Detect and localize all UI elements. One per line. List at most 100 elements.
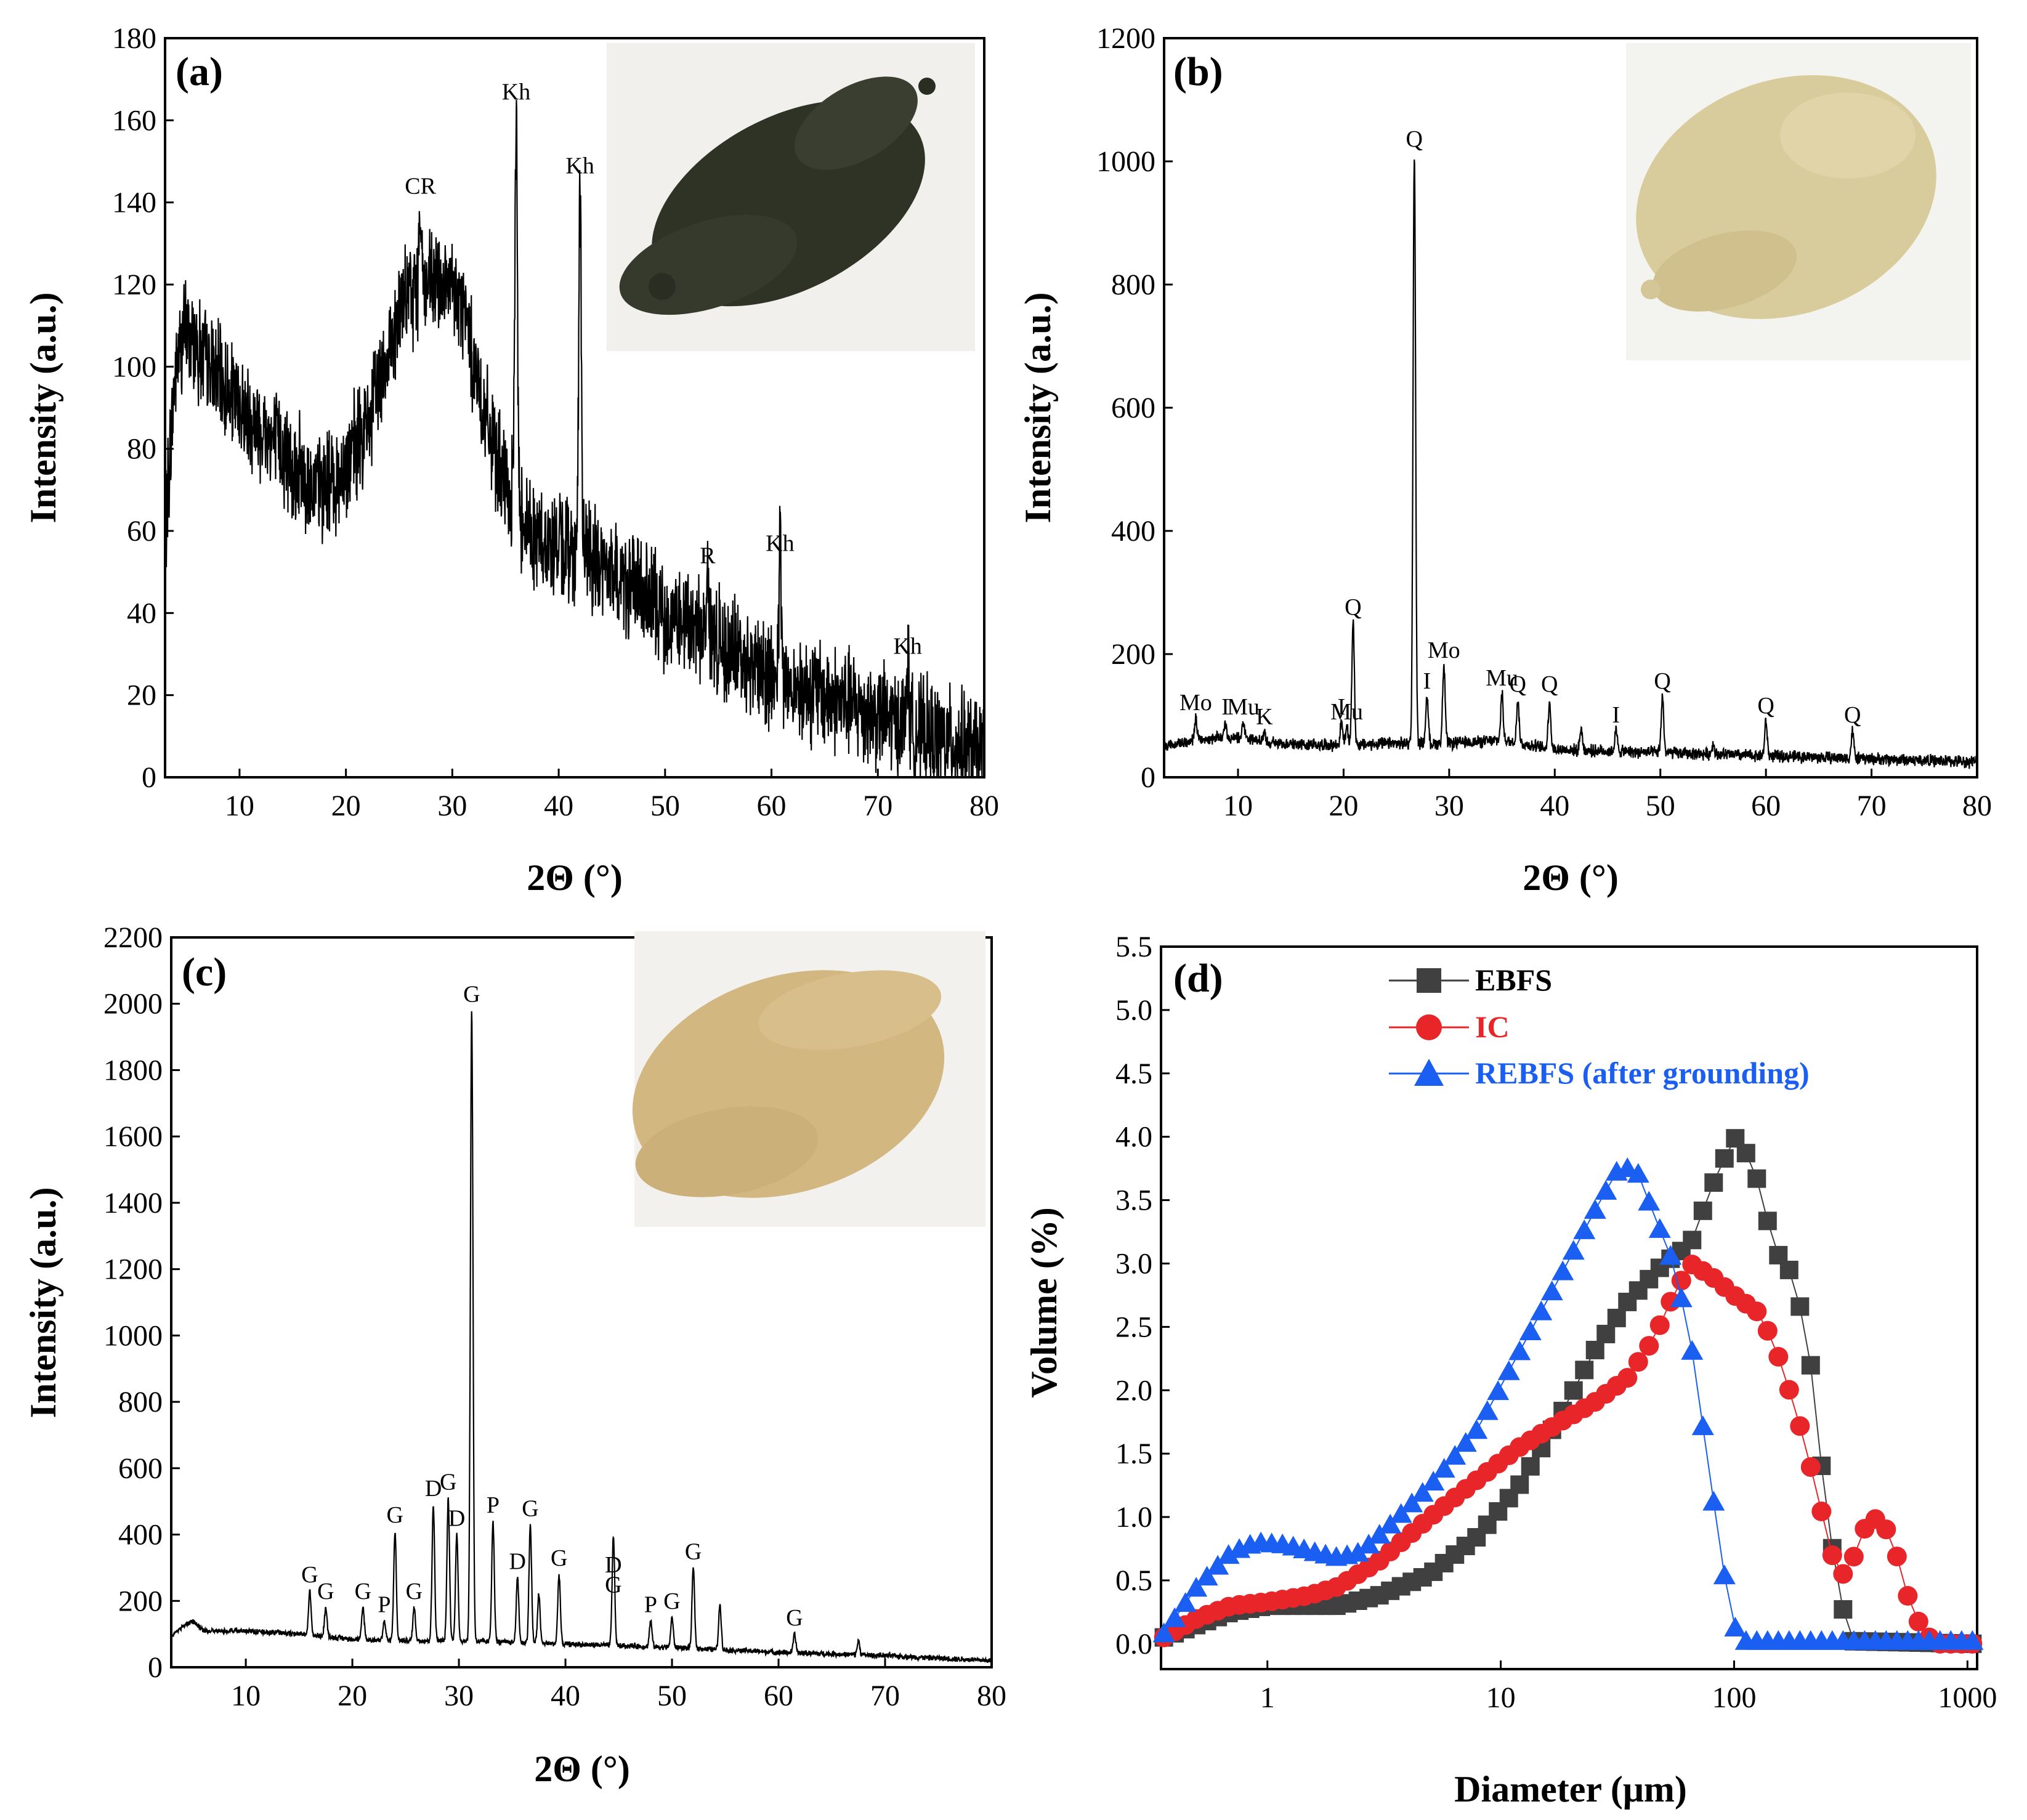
data-point-ic xyxy=(1833,1564,1853,1584)
data-point-rebfs xyxy=(1444,1445,1467,1465)
x-tick-label: 20 xyxy=(338,1680,367,1712)
data-point-rebfs xyxy=(1519,1320,1542,1340)
x-axis-title-b: 2Θ (°) xyxy=(1523,857,1619,898)
data-point-rebfs xyxy=(1454,1432,1477,1452)
x-tick-label: 60 xyxy=(757,790,787,822)
data-point-ebfs xyxy=(1683,1231,1702,1250)
x-tick-label: 50 xyxy=(650,790,680,822)
peak-label: I xyxy=(1338,694,1346,720)
y-tick-label: 2.5 xyxy=(1115,1311,1152,1343)
data-point-rebfs xyxy=(1217,1544,1240,1564)
peak-label: G xyxy=(685,1539,702,1564)
y-tick-label: 60 xyxy=(127,515,156,548)
x-tick-label: 80 xyxy=(1962,790,1992,822)
data-point-rebfs xyxy=(1411,1482,1434,1502)
xrd-pattern-b xyxy=(1163,160,1978,769)
panel-label-d: (d) xyxy=(1173,956,1223,1001)
peak-label: D xyxy=(425,1476,442,1502)
y-tick-label: 800 xyxy=(118,1386,163,1418)
data-point-ic xyxy=(1887,1547,1907,1567)
y-tick-label: 180 xyxy=(112,22,156,55)
data-point-ebfs xyxy=(1779,1260,1798,1279)
peak-label: G xyxy=(786,1605,803,1631)
data-point-rebfs xyxy=(1422,1471,1445,1491)
data-point-ic xyxy=(1768,1346,1789,1367)
data-point-ic xyxy=(1898,1586,1918,1606)
peak-label: Q xyxy=(1345,594,1361,620)
peak-label: P xyxy=(644,1592,657,1618)
y-tick-label: 1000 xyxy=(103,1319,163,1352)
peak-label: G xyxy=(522,1495,538,1521)
data-point-rebfs xyxy=(1540,1280,1563,1301)
peak-label: G xyxy=(355,1579,371,1604)
y-tick-label: 3.0 xyxy=(1115,1247,1152,1280)
legend-d: EBFS IC REBFS (after grounding) xyxy=(1389,963,1810,1090)
data-point-ebfs xyxy=(1704,1173,1723,1192)
y-tick-label: 600 xyxy=(118,1452,163,1485)
data-point-ic xyxy=(1671,1271,1691,1291)
data-point-rebfs xyxy=(1530,1300,1553,1321)
data-point-ic xyxy=(1628,1352,1648,1372)
data-point-rebfs xyxy=(1584,1199,1606,1219)
y-tick-label: 160 xyxy=(112,104,156,137)
data-point-ebfs xyxy=(1575,1361,1594,1380)
x-tick-label: 70 xyxy=(1857,790,1887,822)
legend-marker-ic xyxy=(1416,1014,1442,1040)
data-point-rebfs xyxy=(1390,1503,1412,1523)
x-tick-label: 30 xyxy=(437,790,467,822)
data-point-ebfs xyxy=(1801,1356,1820,1375)
data-point-ic xyxy=(1811,1502,1832,1522)
data-point-ic xyxy=(1747,1301,1767,1322)
plot-frame-a xyxy=(164,37,985,779)
psd-series-d xyxy=(1152,1129,1984,1654)
y-tick-label: 1.5 xyxy=(1115,1438,1152,1470)
peak-label: G xyxy=(463,982,480,1008)
y-tick-label: 0.5 xyxy=(1115,1564,1152,1597)
data-point-ic xyxy=(1822,1545,1842,1566)
peak-label: P xyxy=(378,1592,390,1618)
y-tick-label: 4.0 xyxy=(1115,1121,1152,1154)
data-point-ebfs xyxy=(1736,1144,1755,1163)
x-tick-label: 60 xyxy=(1751,790,1781,822)
x-tick-label: 20 xyxy=(331,790,361,822)
panel-a: 0 20 40 60 80 100 120 140 160 180 10 20 30 40 50 60 70 8… xyxy=(23,22,999,898)
peak-label: Mo xyxy=(1179,690,1212,716)
data-point-ebfs xyxy=(1564,1381,1583,1400)
legend-label-ebfs: EBFS xyxy=(1475,963,1552,997)
data-point-ic xyxy=(1757,1321,1778,1341)
y-tick-label: 80 xyxy=(127,433,156,466)
x-axis-title-a: 2Θ (°) xyxy=(527,857,623,898)
panel-c: 0 200 400 600 800 1000 1200 1400 1600 1800 2000 220… xyxy=(23,921,1006,1789)
x-tick-label: 10 xyxy=(231,1680,261,1712)
plot-frame-d xyxy=(1160,945,1978,1670)
x-tick-label: 80 xyxy=(969,790,999,822)
y-tick-label: 100 xyxy=(112,350,156,383)
data-point-ic xyxy=(1843,1547,1864,1567)
x-tick-labels-c: 10 20 30 40 50 60 70 80 xyxy=(231,1659,1006,1712)
y-tick-labels-b: 0 200 400 600 800 1000 1200 xyxy=(1096,22,1173,794)
peak-label: G xyxy=(551,1545,567,1571)
data-point-ic xyxy=(1908,1611,1928,1632)
peak-label: Q xyxy=(1654,668,1670,694)
data-point-rebfs xyxy=(1961,1630,1984,1650)
y-tick-label: 1000 xyxy=(1096,145,1155,178)
data-point-ebfs xyxy=(1510,1475,1529,1494)
panel-d: 0.0 0.5 1.0 1.5 2.0 2.5 3.0 3.5 4.0 4.5 5.0 5.5 1 10… xyxy=(1024,931,1997,1810)
y-tick-label: 5.5 xyxy=(1115,931,1152,963)
x-tick-label: 30 xyxy=(1434,790,1464,822)
data-point-ic xyxy=(1800,1457,1821,1477)
peak-label: G xyxy=(301,1562,318,1588)
peak-label: G xyxy=(317,1579,334,1604)
series-line-ic xyxy=(1163,1263,1973,1644)
y-tick-label: 120 xyxy=(112,269,156,301)
y-tick-label: 1200 xyxy=(103,1253,163,1286)
data-point-rebfs xyxy=(1724,1617,1747,1637)
data-point-rebfs xyxy=(1207,1555,1229,1575)
data-point-rebfs xyxy=(1379,1513,1402,1534)
x-tick-labels-d: 1 10 100 1000 xyxy=(1260,1660,1997,1714)
y-tick-label: 0 xyxy=(148,1651,163,1684)
x-tick-label: 60 xyxy=(764,1680,793,1712)
peak-label: Mu xyxy=(1486,665,1518,691)
data-point-rebfs xyxy=(1476,1400,1499,1420)
